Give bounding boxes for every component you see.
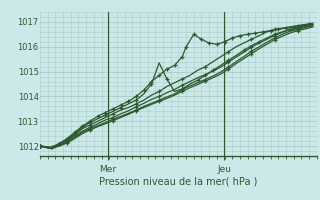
X-axis label: Pression niveau de la mer( hPa ): Pression niveau de la mer( hPa ) <box>99 177 258 187</box>
